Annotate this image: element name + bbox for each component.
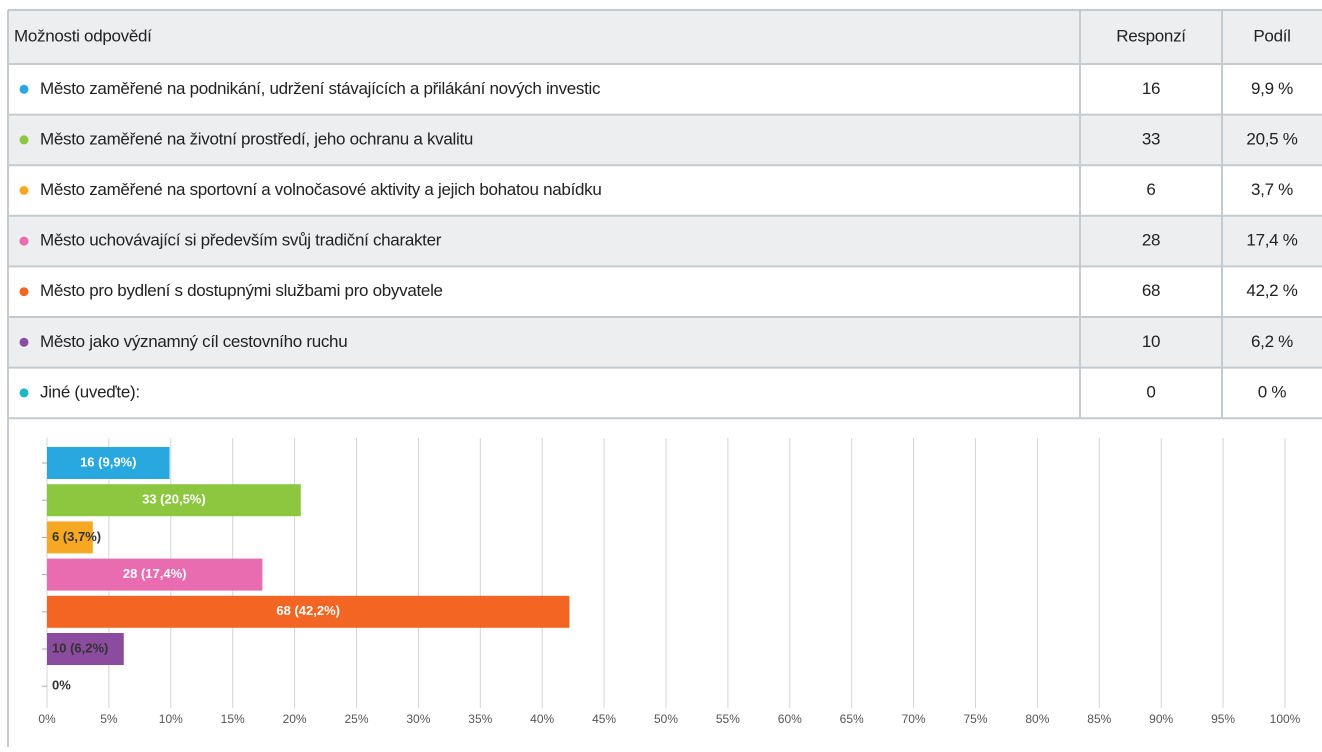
bar — [47, 595, 570, 628]
header-cell: Možnosti odpovědí — [14, 26, 152, 45]
bar — [47, 447, 170, 479]
bar-label: 68 (42,2%) — [276, 603, 340, 618]
row-bg — [8, 317, 1322, 368]
responses: 28 — [1142, 231, 1160, 250]
share: 9,9 % — [1251, 79, 1293, 98]
x-tick-label: 30% — [406, 712, 430, 726]
x-tick-label: 100% — [1270, 712, 1301, 726]
row-bg — [8, 64, 1322, 115]
x-tick-label: 20% — [283, 712, 307, 726]
x-tick-label: 90% — [1149, 712, 1173, 726]
responses: 6 — [1146, 180, 1155, 199]
x-tick-label: 35% — [468, 712, 492, 726]
row-bg — [8, 367, 1322, 419]
x-tick-label: 95% — [1211, 712, 1235, 726]
x-tick-label: 0% — [38, 712, 56, 726]
answer-label: Město zaměřené na životní prostředí, jeh… — [40, 129, 473, 148]
bar-label: 0% — [52, 678, 71, 693]
bar-label: 28 (17,4%) — [123, 566, 187, 581]
x-tick-label: 45% — [592, 712, 616, 726]
x-tick-label: 40% — [530, 712, 554, 726]
x-tick-label: 60% — [778, 712, 802, 726]
bar-label: 16 (9,9%) — [80, 454, 136, 469]
row-bg — [8, 215, 1322, 267]
row-bg — [8, 114, 1322, 166]
answer-label: Město zaměřené na sportovní a volnočasov… — [40, 180, 602, 199]
x-tick-label: 55% — [716, 712, 740, 726]
x-tick-label: 25% — [344, 712, 368, 726]
x-tick-label: 70% — [902, 712, 926, 726]
bar — [47, 558, 263, 591]
row-bg — [8, 266, 1322, 317]
legend-dot — [19, 287, 29, 297]
responses: 16 — [1142, 79, 1160, 98]
bar — [47, 484, 301, 517]
row-bg — [8, 165, 1322, 216]
share: 20,5 % — [1246, 129, 1297, 148]
responses: 10 — [1142, 332, 1160, 351]
x-tick-label: 50% — [654, 712, 678, 726]
x-tick-label: 10% — [159, 712, 183, 726]
x-tick-label: 5% — [100, 712, 118, 726]
x-tick-label: 75% — [963, 712, 987, 726]
legend-dot — [19, 84, 29, 94]
legend-dot — [19, 236, 29, 246]
legend-dot — [19, 186, 29, 195]
bar-label: 6 (3,7%) — [52, 529, 101, 544]
legend-dot — [19, 388, 29, 398]
bar-label: 33 (20,5%) — [142, 492, 206, 507]
answer-label: Jiné (uveďte): — [40, 382, 140, 401]
x-tick-label: 85% — [1087, 712, 1111, 726]
legend-dot — [19, 337, 29, 347]
share: 3,7 % — [1251, 180, 1293, 199]
responses: 68 — [1142, 281, 1160, 300]
share: 6,2 % — [1251, 332, 1293, 351]
x-tick-label: 65% — [840, 712, 864, 726]
bar — [47, 521, 93, 554]
responses: 0 — [1146, 382, 1155, 401]
x-tick-label: 15% — [221, 712, 245, 726]
responses: 33 — [1142, 129, 1160, 148]
header-bg — [8, 10, 1322, 64]
answer-label: Město pro bydlení s dostupnými službami … — [40, 281, 443, 300]
share: 0 % — [1258, 382, 1287, 401]
share: 42,2 % — [1246, 281, 1297, 300]
answer-label: Město zaměřené na podnikání, udržení stá… — [40, 79, 601, 98]
answer-label: Město jako významný cíl cestovního ruchu — [40, 332, 347, 351]
x-tick-label: 80% — [1025, 712, 1049, 726]
bar-label: 10 (6,2%) — [52, 640, 108, 655]
answer-label: Město uchovávající si především svůj tra… — [40, 231, 442, 250]
header-cell: Podíl — [1253, 26, 1290, 45]
share: 17,4 % — [1246, 231, 1297, 250]
legend-dot — [19, 135, 29, 145]
header-cell: Responzí — [1116, 26, 1186, 45]
bar — [47, 633, 124, 665]
